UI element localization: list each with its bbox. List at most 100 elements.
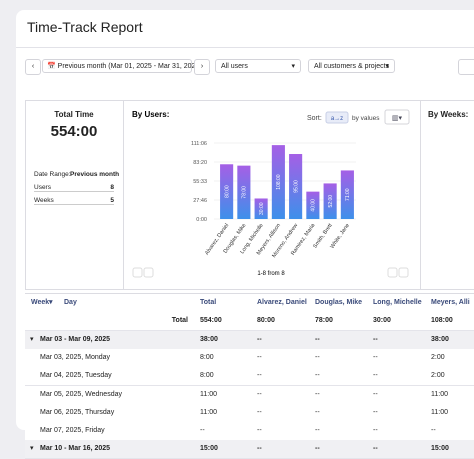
chart-type-button[interactable] <box>384 109 410 125</box>
sort-icon: a→z <box>331 116 343 122</box>
weeks-label: Weeks <box>34 197 54 204</box>
bar-label: 78:00 <box>242 186 248 199</box>
table-row: Mar 03, 2025, Monday 8:00 -- -- -- 2:00 <box>25 348 474 368</box>
date-range-value: Previous month <box>70 171 120 178</box>
more-button[interactable] <box>458 59 474 75</box>
table-cell: 15:00 <box>431 445 449 453</box>
expand-icon: ▾ <box>30 335 34 343</box>
sort-icon: ▾ <box>49 299 53 306</box>
sort-by: by values <box>352 115 380 122</box>
total-label: Total <box>171 317 188 325</box>
table-cell: 11:00 <box>200 408 217 416</box>
bar <box>289 154 303 219</box>
table-row: Mar 06, 2025, Thursday 11:00 -- -- -- 11:00 <box>25 403 474 423</box>
bar-label: 108:00 <box>276 174 282 190</box>
bar <box>271 145 285 219</box>
table-cell: -- <box>373 408 378 416</box>
divider <box>16 47 474 48</box>
day-label: Mar 06, 2025, Thursday <box>40 408 115 416</box>
customers-select[interactable]: All customers & projects ▾ <box>308 59 395 73</box>
table-cell: 38:00 <box>431 335 449 343</box>
table-cell: -- <box>315 335 320 343</box>
page-last[interactable] <box>398 267 409 278</box>
expand-icon: ▾ <box>30 445 34 453</box>
table-cell: 2:00 <box>431 372 445 380</box>
y-tick-label: 27:46 <box>193 198 207 204</box>
day-label: Mar 03, 2025, Monday <box>40 353 111 361</box>
table-cell: 554:00 <box>200 317 222 325</box>
sort-label: Sort: <box>307 115 322 122</box>
column-header: Week <box>31 299 50 306</box>
table-cell: 8:00 <box>200 353 214 361</box>
bar-label: 52:00 <box>328 195 334 208</box>
column-header: Douglas, Mike <box>315 299 363 306</box>
chart: By Users: Sort: a→z by values ▥▾ 1-8 fro… <box>132 109 410 278</box>
column-header: Total <box>200 299 217 306</box>
table-row: Mar 04, 2025, Tuesday 8:00 -- -- -- 2:00 <box>25 367 474 387</box>
table-row: Mar 07, 2025, Friday -- -- -- -- -- <box>25 422 474 442</box>
table-cell: -- <box>200 427 205 435</box>
users-count: 8 <box>110 184 114 191</box>
users-label: Users <box>34 184 51 191</box>
summary-total: 554:00 <box>50 123 98 140</box>
page-body: Time-Track Report ‹ 📅 Previous month (Ma… <box>16 10 474 459</box>
table-cell: -- <box>257 427 262 435</box>
table-cell: 11:00 <box>200 390 217 398</box>
page-next[interactable] <box>387 267 398 278</box>
bar-label: 71:00 <box>345 188 351 201</box>
weeks-count: 5 <box>110 197 114 204</box>
sort-toggle[interactable] <box>325 111 349 124</box>
table-row: ▾ Mar 10 - Mar 16, 2025 15:00 -- -- -- 15:00 <box>25 440 474 459</box>
table-cell: 8:00 <box>200 372 214 380</box>
table-cell: -- <box>315 408 320 416</box>
table-cell: -- <box>315 445 320 453</box>
table-cell: 11:00 <box>431 390 448 398</box>
data-table: Week Day Total Alvarez, Daniel Douglas, Mike… <box>25 293 474 459</box>
table-row: ▾ Mar 03 - Mar 09, 2025 38:00 -- -- -- 38:00 <box>25 330 474 350</box>
table-cell: -- <box>257 353 262 361</box>
day-label: Mar 04, 2025, Tuesday <box>40 372 112 380</box>
users-select[interactable]: All users ▾ <box>215 59 301 73</box>
page: {"header": {"title": "Time-Track Report"… <box>16 10 474 459</box>
group-label: Mar 03 - Mar 09, 2025 <box>40 335 111 343</box>
bar <box>340 170 354 219</box>
page-prev[interactable] <box>143 267 154 278</box>
bar <box>220 164 234 219</box>
date-range-label: Date Range: <box>34 171 71 178</box>
table-row: Total 554:00 80:00 78:00 30:00 108:00 <box>25 312 474 332</box>
table-cell: -- <box>373 372 378 380</box>
pagination: 1-8 from 8 <box>257 271 285 277</box>
table-cell: 30:00 <box>373 317 391 325</box>
chart-title: By Users: <box>132 110 169 119</box>
table-cell: -- <box>315 390 320 398</box>
bar <box>323 183 337 219</box>
table-cell: -- <box>315 353 320 361</box>
table-cell: 11:00 <box>431 408 448 416</box>
table-cell: -- <box>315 427 320 435</box>
page-first[interactable] <box>132 267 143 278</box>
prev-button[interactable]: ‹ <box>25 59 41 75</box>
customers-select-label: All customers & projects <box>314 63 390 70</box>
table-cell: 108:00 <box>431 317 453 325</box>
date-picker[interactable]: 📅 Previous month (Mar 01, 2025 - Mar 31,… <box>42 59 202 73</box>
date-range: Previous month (Mar 01, 2025 - Mar 31, 2… <box>57 63 202 70</box>
column-header: Alvarez, Daniel <box>257 299 307 306</box>
table-cell: -- <box>373 445 378 453</box>
y-tick-label: 83:20 <box>193 160 207 166</box>
column-header: Meyers, Alli <box>431 299 470 306</box>
group-label: Mar 10 - Mar 16, 2025 <box>40 445 111 453</box>
table-cell: -- <box>373 353 378 361</box>
table-cell: -- <box>257 408 262 416</box>
bar-label: 80:00 <box>224 185 230 198</box>
day-label: Mar 07, 2025, Friday <box>40 427 105 435</box>
users-row: Users 8 <box>34 184 114 192</box>
table-row: Week Day Total Alvarez, Daniel Douglas, Mike… <box>25 294 474 313</box>
table-cell: -- <box>373 390 378 398</box>
y-tick-label: 111:06 <box>191 141 207 147</box>
y-tick-label: 0:00 <box>196 217 207 223</box>
column-header: Long, Michelle <box>373 299 422 306</box>
next-button[interactable]: › <box>194 59 210 75</box>
table-row: Mar 05, 2025, Wednesday 11:00 -- -- -- 11:00 <box>25 385 474 405</box>
day-label: Mar 05, 2025, Wednesday <box>40 390 122 398</box>
bar-label: 30:00 <box>259 202 265 215</box>
